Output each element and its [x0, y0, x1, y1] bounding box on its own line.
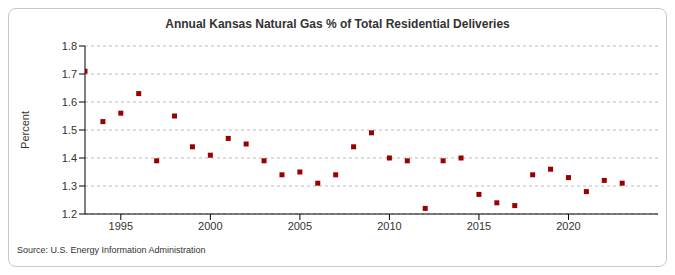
svg-text:2010: 2010: [377, 220, 401, 232]
svg-text:1995: 1995: [109, 220, 133, 232]
svg-text:2000: 2000: [198, 220, 222, 232]
html-text:Source: U.S. Energy Informatio: Source: U.S. Energy Information Administ…: [17, 245, 206, 255]
svg-text:1.8: 1.8: [62, 40, 77, 52]
html-text:Annual Kansas Natural Gas % of: Annual Kansas Natural Gas % of Total Res…: [165, 17, 510, 31]
svg-text:1.2: 1.2: [62, 208, 77, 220]
svg-text:1.6: 1.6: [62, 96, 77, 108]
svg-text:2005: 2005: [288, 220, 312, 232]
svg-text:1.5: 1.5: [62, 124, 77, 136]
svg-text:1.7: 1.7: [62, 68, 77, 80]
svg-text:Percent: Percent: [19, 111, 31, 149]
svg-text:2015: 2015: [467, 220, 491, 232]
svg-text:1.3: 1.3: [62, 180, 77, 192]
svg-text:2020: 2020: [556, 220, 580, 232]
svg-text:1.4: 1.4: [62, 152, 77, 164]
